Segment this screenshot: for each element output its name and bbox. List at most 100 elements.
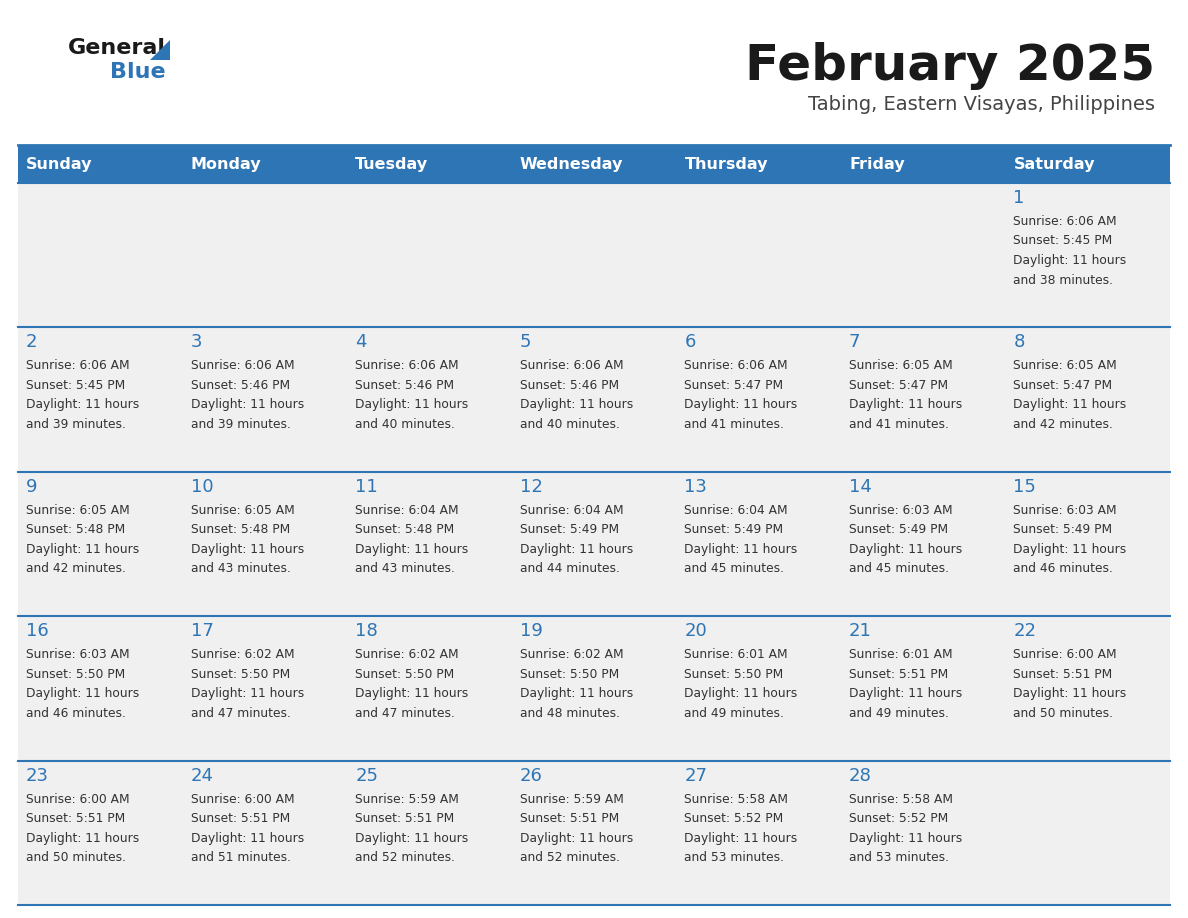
Text: and 47 minutes.: and 47 minutes. <box>355 707 455 720</box>
Text: Daylight: 11 hours: Daylight: 11 hours <box>684 543 797 555</box>
Bar <box>841 145 1005 183</box>
Text: Daylight: 11 hours: Daylight: 11 hours <box>684 398 797 411</box>
Text: and 38 minutes.: and 38 minutes. <box>1013 274 1113 286</box>
Text: 17: 17 <box>190 622 214 640</box>
Text: and 46 minutes.: and 46 minutes. <box>26 707 126 720</box>
Text: Sunrise: 6:06 AM: Sunrise: 6:06 AM <box>1013 215 1117 228</box>
Text: 1: 1 <box>1013 189 1025 207</box>
Text: Sunrise: 6:00 AM: Sunrise: 6:00 AM <box>26 792 129 806</box>
Text: 9: 9 <box>26 477 38 496</box>
Text: 8: 8 <box>1013 333 1025 352</box>
Text: Daylight: 11 hours: Daylight: 11 hours <box>1013 398 1126 411</box>
Bar <box>183 616 347 761</box>
Text: Daylight: 11 hours: Daylight: 11 hours <box>519 543 633 555</box>
Text: 18: 18 <box>355 622 378 640</box>
Text: Daylight: 11 hours: Daylight: 11 hours <box>26 543 139 555</box>
Text: and 47 minutes.: and 47 minutes. <box>190 707 290 720</box>
Text: Sunset: 5:49 PM: Sunset: 5:49 PM <box>1013 523 1112 536</box>
Bar <box>1005 761 1170 905</box>
Text: Daylight: 11 hours: Daylight: 11 hours <box>849 688 962 700</box>
Text: Daylight: 11 hours: Daylight: 11 hours <box>519 832 633 845</box>
Text: Daylight: 11 hours: Daylight: 11 hours <box>26 688 139 700</box>
Bar <box>841 761 1005 905</box>
Text: Sunset: 5:46 PM: Sunset: 5:46 PM <box>519 379 619 392</box>
Text: Sunrise: 6:03 AM: Sunrise: 6:03 AM <box>849 504 953 517</box>
Text: Daylight: 11 hours: Daylight: 11 hours <box>849 832 962 845</box>
Bar <box>347 472 512 616</box>
Text: Sunrise: 5:58 AM: Sunrise: 5:58 AM <box>684 792 789 806</box>
Text: Sunset: 5:52 PM: Sunset: 5:52 PM <box>849 812 948 825</box>
Text: Daylight: 11 hours: Daylight: 11 hours <box>519 398 633 411</box>
Text: Sunset: 5:51 PM: Sunset: 5:51 PM <box>26 812 125 825</box>
Bar <box>512 328 676 472</box>
Text: and 40 minutes.: and 40 minutes. <box>519 418 620 431</box>
Text: 13: 13 <box>684 477 707 496</box>
Text: Sunset: 5:50 PM: Sunset: 5:50 PM <box>26 667 125 681</box>
Bar <box>18 472 183 616</box>
Text: Sunset: 5:47 PM: Sunset: 5:47 PM <box>1013 379 1112 392</box>
Text: Sunset: 5:46 PM: Sunset: 5:46 PM <box>355 379 454 392</box>
Text: and 51 minutes.: and 51 minutes. <box>190 851 291 864</box>
Text: and 44 minutes.: and 44 minutes. <box>519 563 620 576</box>
Bar <box>347 145 512 183</box>
Text: 16: 16 <box>26 622 49 640</box>
Text: 27: 27 <box>684 767 707 785</box>
Bar <box>841 472 1005 616</box>
Text: General: General <box>68 38 166 58</box>
Text: Daylight: 11 hours: Daylight: 11 hours <box>190 398 304 411</box>
Bar <box>512 761 676 905</box>
Text: and 41 minutes.: and 41 minutes. <box>684 418 784 431</box>
Bar <box>1005 616 1170 761</box>
Text: Sunrise: 6:06 AM: Sunrise: 6:06 AM <box>355 360 459 373</box>
Text: and 52 minutes.: and 52 minutes. <box>355 851 455 864</box>
Text: and 50 minutes.: and 50 minutes. <box>26 851 126 864</box>
Text: and 43 minutes.: and 43 minutes. <box>190 563 290 576</box>
Text: 3: 3 <box>190 333 202 352</box>
Text: Sunset: 5:46 PM: Sunset: 5:46 PM <box>190 379 290 392</box>
Text: Sunrise: 6:02 AM: Sunrise: 6:02 AM <box>519 648 624 661</box>
Bar <box>1005 472 1170 616</box>
Bar <box>1005 183 1170 328</box>
Bar <box>347 761 512 905</box>
Text: 15: 15 <box>1013 477 1036 496</box>
Text: Sunrise: 5:58 AM: Sunrise: 5:58 AM <box>849 792 953 806</box>
Text: Sunset: 5:48 PM: Sunset: 5:48 PM <box>26 523 125 536</box>
Text: Daylight: 11 hours: Daylight: 11 hours <box>849 398 962 411</box>
Bar <box>676 145 841 183</box>
Text: Daylight: 11 hours: Daylight: 11 hours <box>1013 688 1126 700</box>
Text: 11: 11 <box>355 477 378 496</box>
Text: Tuesday: Tuesday <box>355 156 429 172</box>
Text: Sunrise: 6:00 AM: Sunrise: 6:00 AM <box>1013 648 1117 661</box>
Text: Sunrise: 6:04 AM: Sunrise: 6:04 AM <box>355 504 459 517</box>
Text: Sunset: 5:48 PM: Sunset: 5:48 PM <box>190 523 290 536</box>
Text: Sunrise: 6:04 AM: Sunrise: 6:04 AM <box>519 504 624 517</box>
Text: 4: 4 <box>355 333 367 352</box>
Text: and 45 minutes.: and 45 minutes. <box>849 563 949 576</box>
Text: Sunrise: 6:01 AM: Sunrise: 6:01 AM <box>849 648 953 661</box>
Text: Sunday: Sunday <box>26 156 93 172</box>
Text: and 39 minutes.: and 39 minutes. <box>26 418 126 431</box>
Text: 14: 14 <box>849 477 872 496</box>
Text: Sunset: 5:50 PM: Sunset: 5:50 PM <box>684 667 784 681</box>
Text: 25: 25 <box>355 767 378 785</box>
Bar <box>512 616 676 761</box>
Text: Daylight: 11 hours: Daylight: 11 hours <box>1013 543 1126 555</box>
Text: and 40 minutes.: and 40 minutes. <box>355 418 455 431</box>
Text: Tabing, Eastern Visayas, Philippines: Tabing, Eastern Visayas, Philippines <box>808 95 1155 114</box>
Bar <box>676 183 841 328</box>
Text: Sunset: 5:49 PM: Sunset: 5:49 PM <box>519 523 619 536</box>
Text: and 42 minutes.: and 42 minutes. <box>26 563 126 576</box>
Text: Blue: Blue <box>110 62 165 82</box>
Text: 26: 26 <box>519 767 543 785</box>
Bar <box>841 183 1005 328</box>
Text: Sunset: 5:50 PM: Sunset: 5:50 PM <box>355 667 454 681</box>
Bar <box>841 616 1005 761</box>
Text: Daylight: 11 hours: Daylight: 11 hours <box>684 688 797 700</box>
Bar <box>183 328 347 472</box>
Bar <box>18 328 183 472</box>
Text: and 46 minutes.: and 46 minutes. <box>1013 563 1113 576</box>
Bar <box>676 616 841 761</box>
Text: and 42 minutes.: and 42 minutes. <box>1013 418 1113 431</box>
Text: Sunset: 5:45 PM: Sunset: 5:45 PM <box>26 379 125 392</box>
Text: 6: 6 <box>684 333 696 352</box>
